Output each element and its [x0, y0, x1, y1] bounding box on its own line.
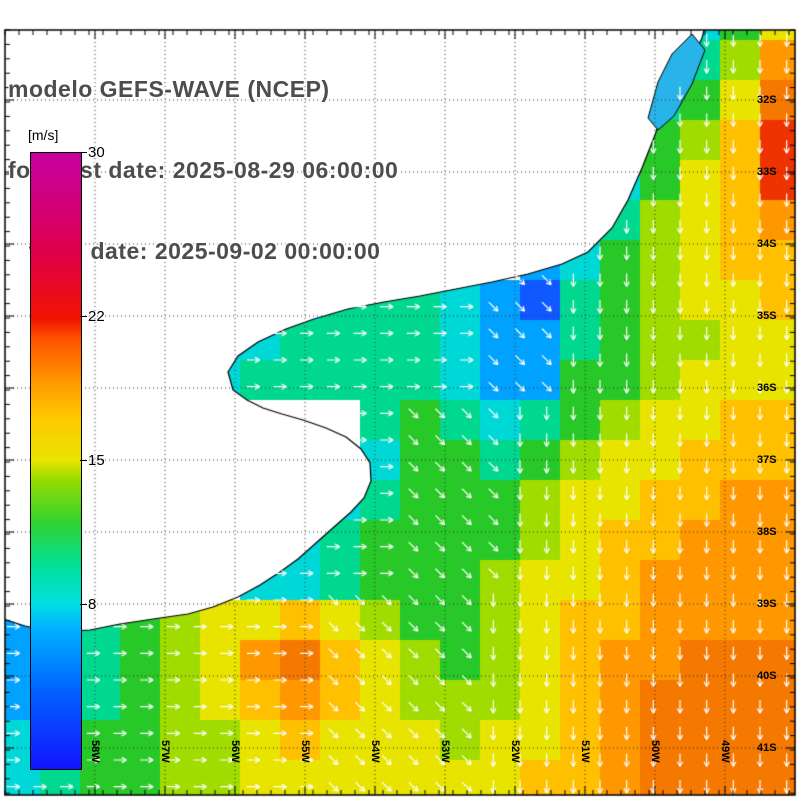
- colorbar-unit-label: [m/s]: [28, 127, 59, 143]
- colorbar-gradient: [30, 152, 82, 770]
- model-name: modelo GEFS-WAVE (NCEP): [8, 76, 330, 102]
